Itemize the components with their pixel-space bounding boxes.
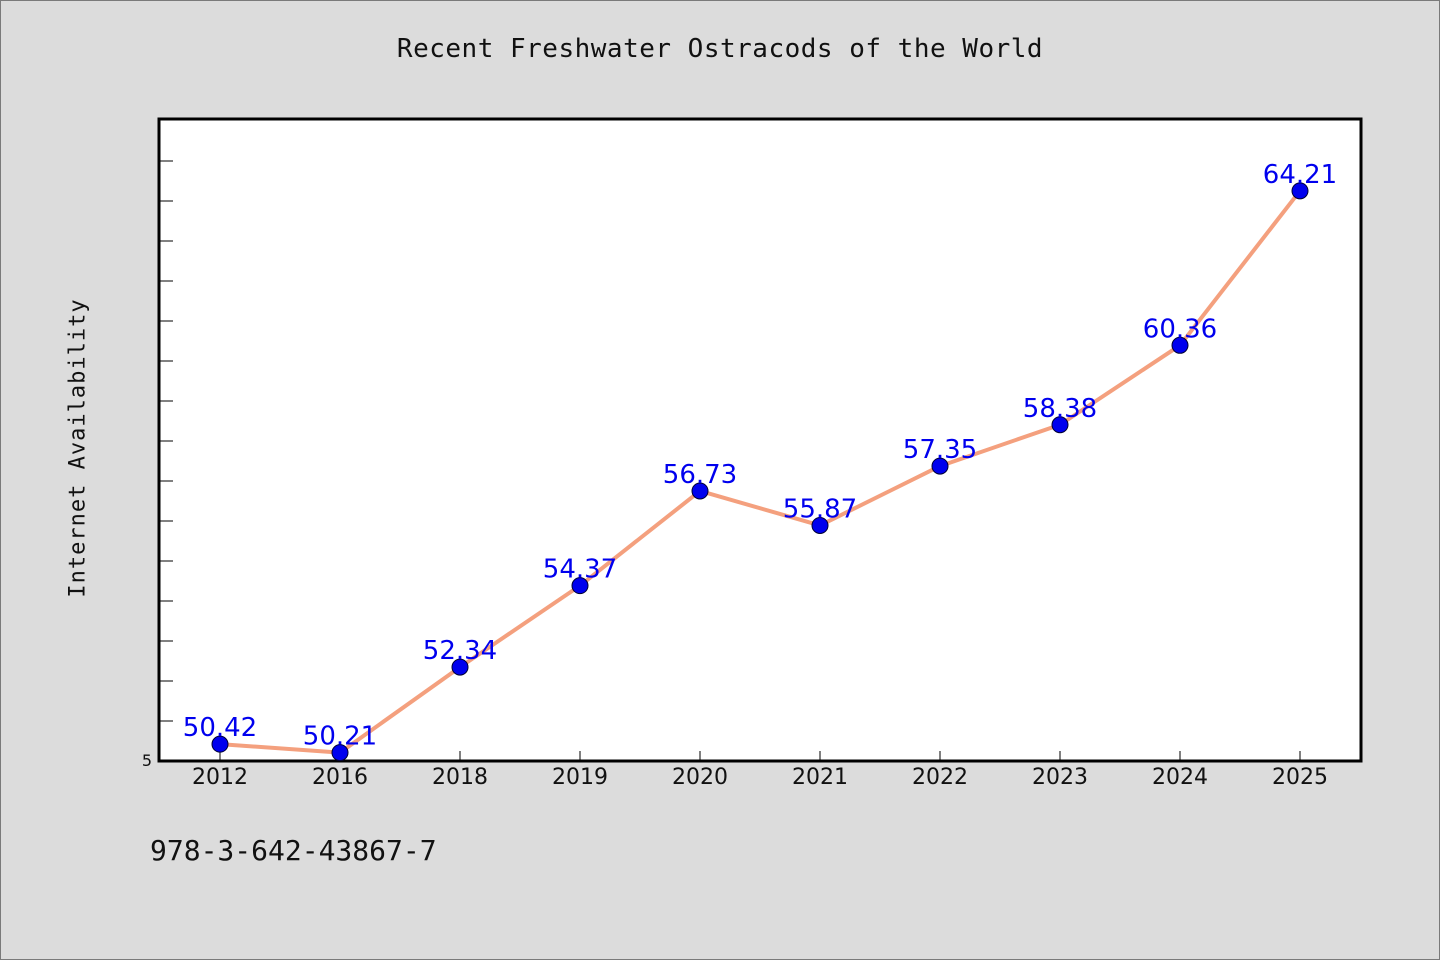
x-tick-label: 2022 xyxy=(912,765,968,790)
data-point xyxy=(451,658,469,676)
data-label: 58.38 xyxy=(1023,394,1097,424)
data-point xyxy=(1051,416,1069,434)
data-point xyxy=(811,516,829,534)
data-label: 60.36 xyxy=(1143,314,1217,344)
chart-title: Recent Freshwater Ostracods of the World xyxy=(396,34,1044,64)
plot-area xyxy=(157,117,1363,763)
data-point xyxy=(1171,336,1189,354)
data-point xyxy=(691,482,709,500)
series-lines xyxy=(219,189,1302,755)
data-point xyxy=(211,735,229,753)
x-tick-label: 2025 xyxy=(1272,765,1328,790)
x-ticks: 2012 2016 2018 2019 2020 2021 2022 2023 2024 2025 xyxy=(192,751,1328,790)
data-label: 55.87 xyxy=(783,494,857,524)
isbn-text: 978-3-642-43867-7 xyxy=(150,834,437,867)
y-tick-label-min: 5 xyxy=(142,751,152,770)
data-label: 52.34 xyxy=(423,636,497,666)
data-point xyxy=(331,744,349,762)
data-label: 56.73 xyxy=(663,460,737,490)
data-labels: 50.42 50.21 52.34 54.37 56.73 55.87 57.35 58.38… xyxy=(183,160,1337,752)
data-label: 50.42 xyxy=(183,713,257,743)
x-tick-label: 2020 xyxy=(672,765,728,790)
data-point xyxy=(931,457,949,475)
x-tick-label: 2021 xyxy=(792,765,848,790)
series-points xyxy=(211,182,1309,762)
data-label: 50.21 xyxy=(303,722,377,752)
x-tick-label: 2023 xyxy=(1032,765,1088,790)
x-tick-label: 2024 xyxy=(1152,765,1208,790)
data-label: 64.21 xyxy=(1263,160,1337,190)
x-tick-label: 2018 xyxy=(432,765,488,790)
y-ticks xyxy=(159,160,173,722)
x-tick-label: 2016 xyxy=(312,765,368,790)
data-label: 57.35 xyxy=(903,435,977,465)
data-point xyxy=(571,577,589,595)
x-tick-label: 2019 xyxy=(552,765,608,790)
x-tick-label: 2012 xyxy=(192,765,248,790)
data-label: 54.37 xyxy=(543,555,617,585)
series-line xyxy=(219,189,1302,755)
data-point xyxy=(1291,182,1309,200)
